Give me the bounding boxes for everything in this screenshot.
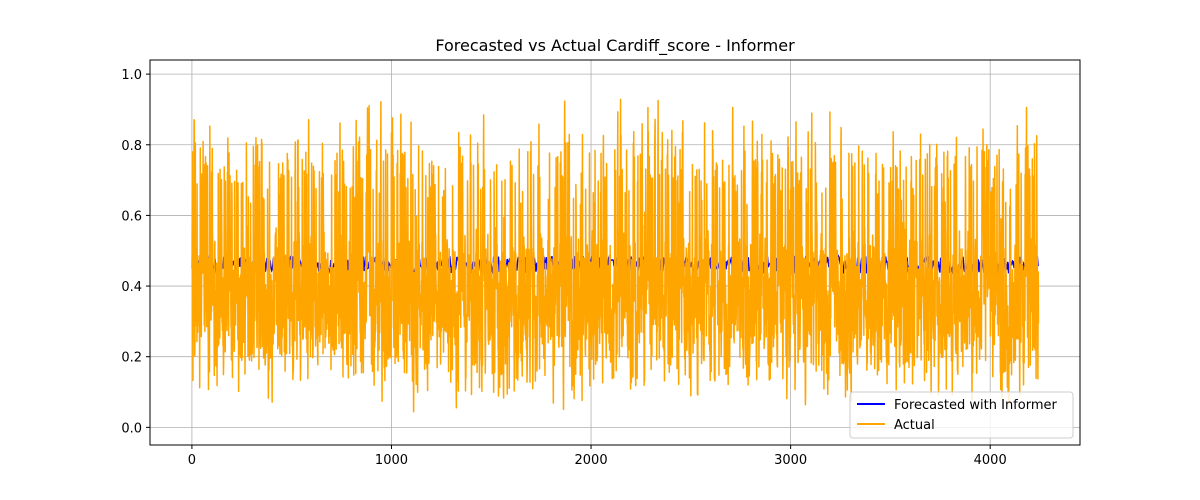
x-axis: 0 1000 2000 3000 4000 xyxy=(188,445,1007,468)
x-tick-label: 1000 xyxy=(375,453,408,468)
y-tick-label: 1.0 xyxy=(121,68,142,83)
axes-frame xyxy=(149,59,1081,446)
legend-label-actual: Actual xyxy=(894,418,935,433)
y-tick-label: 0.0 xyxy=(121,421,142,436)
x-tick-label: 4000 xyxy=(974,453,1007,468)
legend: Forecasted with Informer Actual xyxy=(849,391,1074,439)
y-axis: 0.0 0.2 0.4 0.6 0.8 1.0 xyxy=(121,68,150,436)
x-tick-label: 0 xyxy=(188,453,196,468)
y-tick-label: 0.8 xyxy=(121,139,142,154)
chart-title: Forecasted vs Actual Cardiff_score - Inf… xyxy=(435,36,795,56)
x-tick-label: 3000 xyxy=(774,453,807,468)
plot-area xyxy=(191,98,1040,413)
legend-label-forecasted: Forecasted with Informer xyxy=(894,398,1057,413)
series-actual-line xyxy=(191,98,1040,413)
series-layer xyxy=(191,98,1040,413)
y-tick-label: 0.6 xyxy=(121,209,142,224)
x-tick-label: 2000 xyxy=(575,453,608,468)
y-tick-label: 0.4 xyxy=(121,280,142,295)
legend-frame xyxy=(849,391,1074,439)
y-tick-label: 0.2 xyxy=(121,351,142,366)
